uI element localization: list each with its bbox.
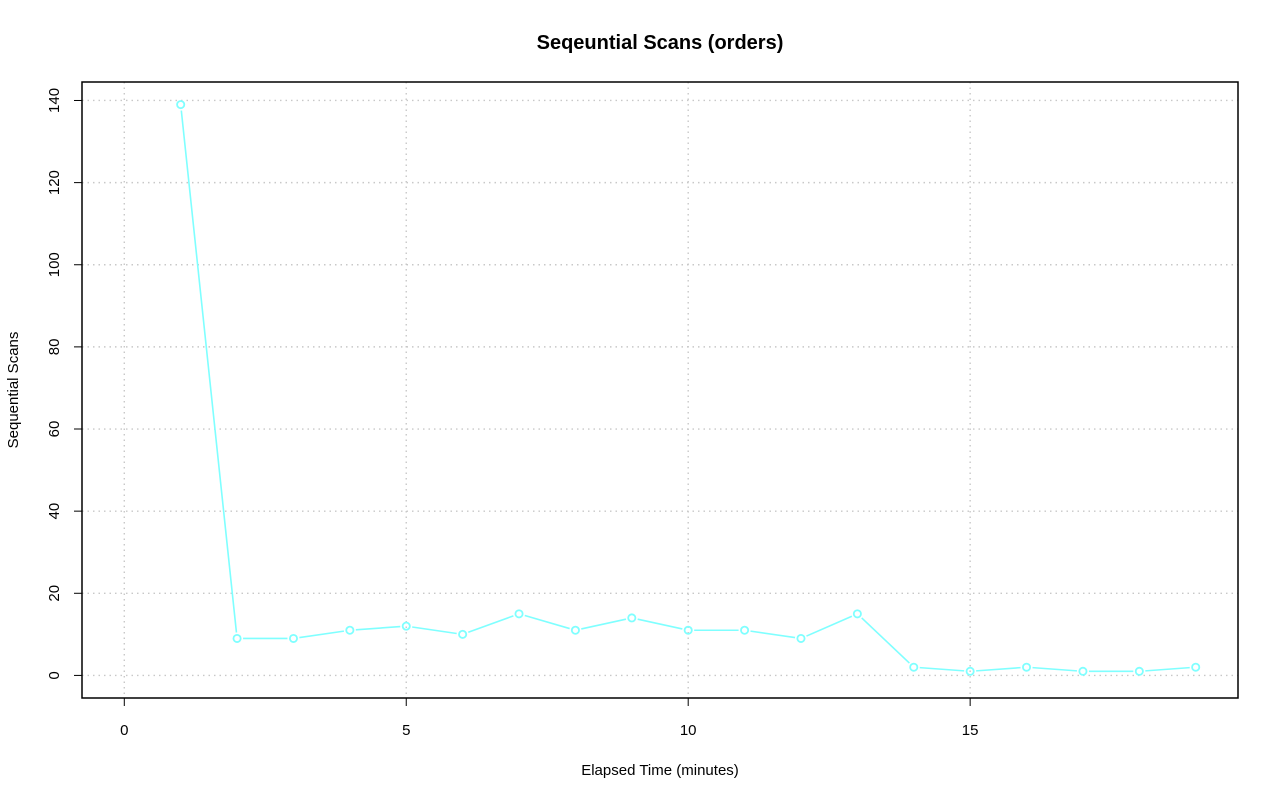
data-point [1134, 666, 1144, 676]
grid [82, 82, 1238, 698]
x-tick-label: 10 [680, 722, 697, 739]
data-point [232, 633, 242, 643]
series-line-segment [806, 615, 853, 637]
y-tick-label: 0 [46, 671, 63, 679]
data-point [796, 633, 806, 643]
x-axis-label: Elapsed Time (minutes) [581, 762, 739, 779]
series-line-segment [861, 617, 910, 664]
series-line-segment [637, 618, 683, 630]
data-point [345, 625, 355, 635]
y-tick-label: 120 [46, 170, 63, 195]
series-line-segment [467, 615, 514, 634]
data-point [458, 629, 468, 639]
series-layer [176, 100, 1201, 676]
y-tick-label: 100 [46, 252, 63, 277]
data-point [740, 625, 750, 635]
data-point [570, 625, 580, 635]
data-point [965, 666, 975, 676]
data-point [401, 621, 411, 631]
data-point [852, 609, 862, 619]
y-tick-label: 80 [46, 339, 63, 356]
y-axis-label: Sequential Scans [5, 332, 22, 449]
data-point [1191, 662, 1201, 672]
series-line-segment [750, 630, 796, 639]
data-point [683, 625, 693, 635]
data-point [514, 609, 524, 619]
series-line-segment [1145, 666, 1190, 672]
series-line-segment [299, 630, 345, 639]
series-line-segment [524, 614, 570, 630]
y-tick-label: 140 [46, 88, 63, 113]
axes: 0 5 10 15 0 20 40 60 80 100 120 140 [46, 81, 1239, 739]
data-point [1022, 662, 1032, 672]
data-point [627, 613, 637, 623]
data-point [288, 633, 298, 643]
y-tick-label: 20 [46, 585, 63, 602]
series-line-segment [976, 666, 1021, 672]
plot-frame [81, 81, 1239, 699]
series-line-segment [1032, 666, 1078, 672]
x-tick-label: 0 [120, 722, 128, 739]
series-line-segment [412, 626, 457, 635]
x-tick-label: 15 [962, 722, 979, 739]
series-line-segment [180, 110, 238, 633]
series-line-segment [355, 625, 401, 631]
y-tick-label: 60 [46, 421, 63, 438]
chart-title: Seqeuntial Scans (orders) [537, 32, 784, 54]
series-line-segment [919, 666, 965, 672]
data-point [909, 662, 919, 672]
x-tick-label: 5 [402, 722, 410, 739]
data-point [176, 100, 186, 110]
series-line-segment [581, 618, 627, 630]
data-point [1078, 666, 1088, 676]
y-tick-label: 40 [46, 503, 63, 520]
